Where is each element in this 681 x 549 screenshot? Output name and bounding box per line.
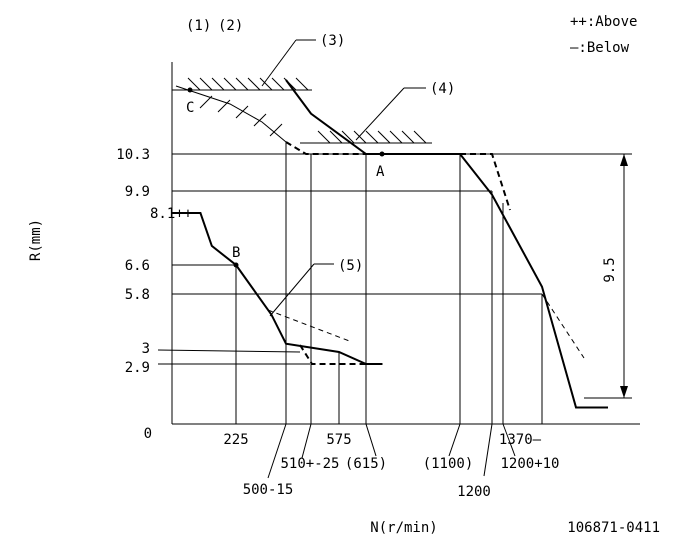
hatch-mark: [235, 77, 249, 91]
hatch-mark: [341, 130, 355, 144]
hatch-mark: [235, 105, 249, 119]
callout-4-leader: [355, 87, 405, 141]
hatch-mark: [389, 130, 403, 144]
x-tick-500-15: 500-15: [243, 482, 294, 498]
x-tick-1200: 1200: [457, 484, 491, 500]
leader-510: [301, 423, 312, 459]
x-tick-575: 575: [326, 432, 351, 448]
x-tick-225: 225: [223, 432, 248, 448]
point-a-dot: [379, 151, 385, 157]
y-axis-label: R(mm): [28, 219, 44, 261]
hatch-mark: [199, 95, 213, 109]
dashed-idle: [299, 344, 366, 365]
arrow-up: [620, 154, 628, 166]
hatch-mark: [187, 77, 201, 91]
header-label-2: (2): [218, 18, 243, 34]
hatch-mark: [253, 113, 267, 127]
stop-curve-C: [175, 85, 287, 143]
y-tick-6-6: 6.6: [125, 258, 150, 274]
dashed-idle-upper: [267, 309, 353, 343]
leader-500: [267, 423, 287, 479]
hatch-mark: [401, 130, 415, 144]
header-label-1: (1): [186, 18, 211, 34]
point-c-label: C: [186, 100, 194, 116]
x-tick-1370: 1370—: [499, 432, 542, 448]
hatch-mark: [211, 77, 225, 91]
hatch-mark: [295, 77, 309, 91]
chart-marks: [171, 39, 609, 409]
dashed-droop: [541, 293, 585, 359]
y-tick-2-9: 2.9: [125, 360, 150, 376]
point-a-label: A: [376, 164, 385, 180]
hatch-mark: [377, 130, 391, 144]
leader-615: [365, 423, 377, 457]
series-line-1: [172, 212, 383, 365]
figure-id: 106871-0411: [567, 520, 660, 536]
hatch-mark: [353, 130, 367, 144]
chart-labels: (1) (2) ++:Above —:Below (3) (4) (5) A B C 10.3 9.9…: [28, 14, 660, 536]
ref-line-3: [157, 349, 301, 353]
x-tick-1100: (1100): [423, 456, 474, 472]
stroke-dimension-label: 9.5: [602, 257, 618, 282]
legend-below: —:Below: [570, 40, 630, 56]
x-axis-label: N(r/min): [370, 520, 437, 536]
hatch-mark: [247, 77, 261, 91]
callout-5: (5): [338, 258, 363, 274]
leader-1100: [448, 423, 461, 457]
y-tick-9-9: 9.9: [125, 184, 150, 200]
callout-4: (4): [430, 81, 455, 97]
y-tick-5-8: 5.8: [125, 287, 150, 303]
y-tick-8-1: 8.1++: [150, 206, 192, 222]
hatch-mark: [329, 130, 343, 144]
y-tick-10-3: 10.3: [116, 147, 150, 163]
leader-1200-10: [502, 423, 516, 457]
x-tick-615: (615): [345, 456, 387, 472]
dashed-full-load-start: [285, 141, 366, 155]
leader-1200: [483, 423, 493, 477]
hatch-mark: [259, 77, 273, 91]
hatch-mark: [223, 77, 237, 91]
point-b-label: B: [232, 245, 240, 261]
hatch-mark: [217, 99, 231, 113]
hatch-mark: [365, 130, 379, 144]
y-tick-0: 0: [144, 426, 152, 442]
hatch-mark: [269, 123, 283, 137]
callout-5-leader: [269, 263, 315, 317]
series-line-0: [285, 79, 608, 409]
arrow-down: [620, 386, 628, 398]
hatch-mark: [199, 77, 213, 91]
hatch-mark: [413, 130, 427, 144]
hatch-mark: [271, 77, 285, 91]
point-b-dot: [233, 262, 239, 268]
point-c-dot: [187, 87, 193, 93]
x-tick-1200-10: 1200+10: [500, 456, 559, 472]
y-tick-3: 3: [142, 341, 150, 357]
dashed-full-load-end: [460, 153, 511, 211]
callout-3: (3): [320, 33, 345, 49]
x-tick-510-25: 510+-25: [280, 456, 339, 472]
legend-above: ++:Above: [570, 14, 637, 30]
callout-3-leader: [261, 39, 297, 87]
hatch-mark: [317, 130, 331, 144]
chart-frame: [157, 39, 640, 479]
